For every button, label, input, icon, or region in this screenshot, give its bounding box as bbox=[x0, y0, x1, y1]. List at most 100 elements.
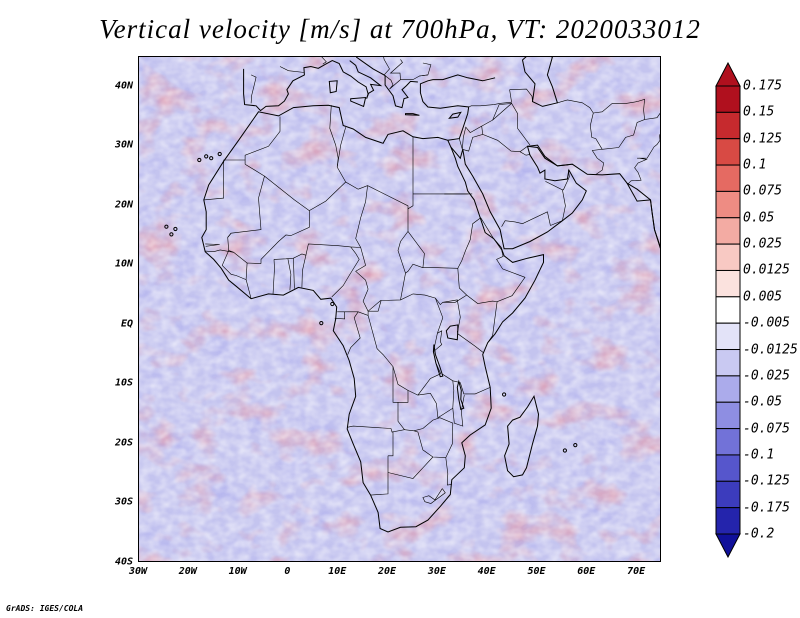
sicily-coastline bbox=[350, 96, 367, 108]
colorbar-level-label: 0.0125 bbox=[743, 262, 790, 278]
colorbar-level-label: -0.175 bbox=[743, 500, 790, 516]
island-mark bbox=[217, 151, 222, 157]
border-line bbox=[468, 89, 512, 108]
lon-tick-label: 10E bbox=[328, 566, 347, 577]
map-title: Vertical velocity [m/s] at 700hPa, VT: 2… bbox=[99, 14, 701, 44]
colorbar-level-label: 0.15 bbox=[743, 104, 775, 120]
lat-tick-label: 30S bbox=[114, 496, 133, 508]
lon-tick-label: 10W bbox=[228, 566, 247, 577]
colorbar-level-label: 0.025 bbox=[743, 236, 783, 252]
colorbar-swatch bbox=[715, 322, 741, 351]
border-line bbox=[405, 263, 423, 274]
island-mark bbox=[197, 157, 202, 163]
gulf-coastline bbox=[527, 145, 569, 167]
border-line bbox=[442, 299, 461, 331]
colorbar-bottom-arrow bbox=[715, 533, 741, 558]
madagascar-coastline bbox=[504, 395, 540, 478]
border-line bbox=[387, 456, 434, 479]
border-line bbox=[287, 258, 292, 291]
lat-tick-label: EQ bbox=[120, 318, 133, 330]
colorbar-level-label: -0.05 bbox=[743, 394, 783, 410]
border-line bbox=[433, 297, 444, 374]
lon-tick-label: 20E bbox=[378, 566, 397, 577]
crete-coastline bbox=[405, 113, 420, 116]
border-line bbox=[329, 105, 359, 190]
velocity-field-map bbox=[139, 57, 660, 561]
border-line bbox=[389, 59, 403, 80]
colorbar-level-label: 0.075 bbox=[743, 183, 783, 199]
lon-tick-label: 30W bbox=[128, 566, 148, 577]
colorbar-level-label: 0.005 bbox=[743, 289, 783, 305]
border-line bbox=[445, 457, 452, 486]
island-mark bbox=[562, 448, 567, 453]
colorbar-swatch bbox=[715, 269, 741, 298]
border-line bbox=[388, 431, 394, 457]
cyprus-coastline bbox=[448, 111, 462, 119]
island-mark bbox=[502, 392, 507, 397]
field-white-streaks bbox=[139, 57, 660, 561]
border-line bbox=[407, 217, 481, 269]
border-line bbox=[347, 311, 361, 355]
colorbar bbox=[715, 62, 741, 558]
colorbar-swatch bbox=[715, 296, 741, 324]
border-line bbox=[417, 380, 455, 419]
border-line bbox=[433, 330, 443, 352]
border-line bbox=[419, 62, 432, 77]
colorbar-level-label: -0.125 bbox=[743, 473, 790, 489]
border-line bbox=[370, 455, 389, 496]
colorbar-swatch bbox=[715, 428, 741, 456]
island-mark bbox=[164, 224, 169, 229]
border-line bbox=[562, 170, 570, 191]
europe-coastline bbox=[243, 60, 383, 112]
colorbar-level-label: 0.125 bbox=[743, 131, 783, 147]
arabia-persia-coastline bbox=[450, 144, 660, 250]
border-line bbox=[557, 99, 605, 176]
coastlines bbox=[164, 57, 660, 533]
colorbar-swatch bbox=[715, 190, 741, 219]
lon-tick-label: 50E bbox=[527, 566, 546, 577]
border-line bbox=[221, 250, 247, 280]
border-line bbox=[422, 488, 446, 504]
lat-tick-label: 10S bbox=[114, 377, 133, 389]
border-line bbox=[205, 243, 220, 247]
levant-turkey-coastline bbox=[419, 74, 496, 141]
colorbar-swatch bbox=[715, 243, 741, 271]
border-line bbox=[462, 126, 484, 152]
colorbar-swatch bbox=[715, 164, 741, 192]
sardinia-coastline bbox=[328, 80, 338, 94]
border-line bbox=[627, 157, 648, 185]
border-line bbox=[293, 258, 295, 289]
border-line bbox=[309, 181, 346, 211]
lon-tick-label: 30E bbox=[427, 566, 446, 577]
border-line bbox=[639, 134, 660, 159]
lat-tick-label: 20N bbox=[114, 199, 133, 211]
border-line bbox=[480, 217, 526, 302]
island-mark bbox=[173, 226, 178, 232]
border-line bbox=[452, 395, 465, 427]
colorbar-level-label: 0.05 bbox=[743, 210, 775, 226]
border-line bbox=[301, 255, 307, 288]
colorbar-swatch bbox=[715, 111, 741, 140]
border-line bbox=[644, 112, 660, 120]
lat-tick-label: 40N bbox=[114, 80, 133, 92]
colorbar-level-label: 0.175 bbox=[743, 78, 783, 94]
colorbar-level-label: -0.2 bbox=[743, 526, 775, 542]
border-line bbox=[367, 268, 468, 312]
colorbar-level-label: -0.025 bbox=[743, 368, 790, 384]
colorbar-level-label: -0.005 bbox=[743, 315, 790, 331]
island-mark bbox=[204, 154, 209, 159]
border-line bbox=[272, 259, 275, 295]
india-coastline bbox=[626, 182, 660, 249]
colorbar-level-label: -0.1 bbox=[743, 447, 775, 463]
colorbar-level-label: 0.1 bbox=[743, 157, 767, 173]
island-mark bbox=[319, 321, 324, 326]
border-line bbox=[260, 175, 310, 264]
border-line bbox=[398, 390, 409, 403]
lon-tick-label: 70E bbox=[627, 566, 646, 577]
lon-tick-label: 0 bbox=[284, 566, 291, 577]
border-line bbox=[203, 159, 246, 201]
border-line bbox=[367, 315, 441, 396]
colorbar-swatch bbox=[715, 138, 741, 166]
colorbar-swatch bbox=[715, 454, 741, 482]
border-line bbox=[368, 300, 382, 312]
